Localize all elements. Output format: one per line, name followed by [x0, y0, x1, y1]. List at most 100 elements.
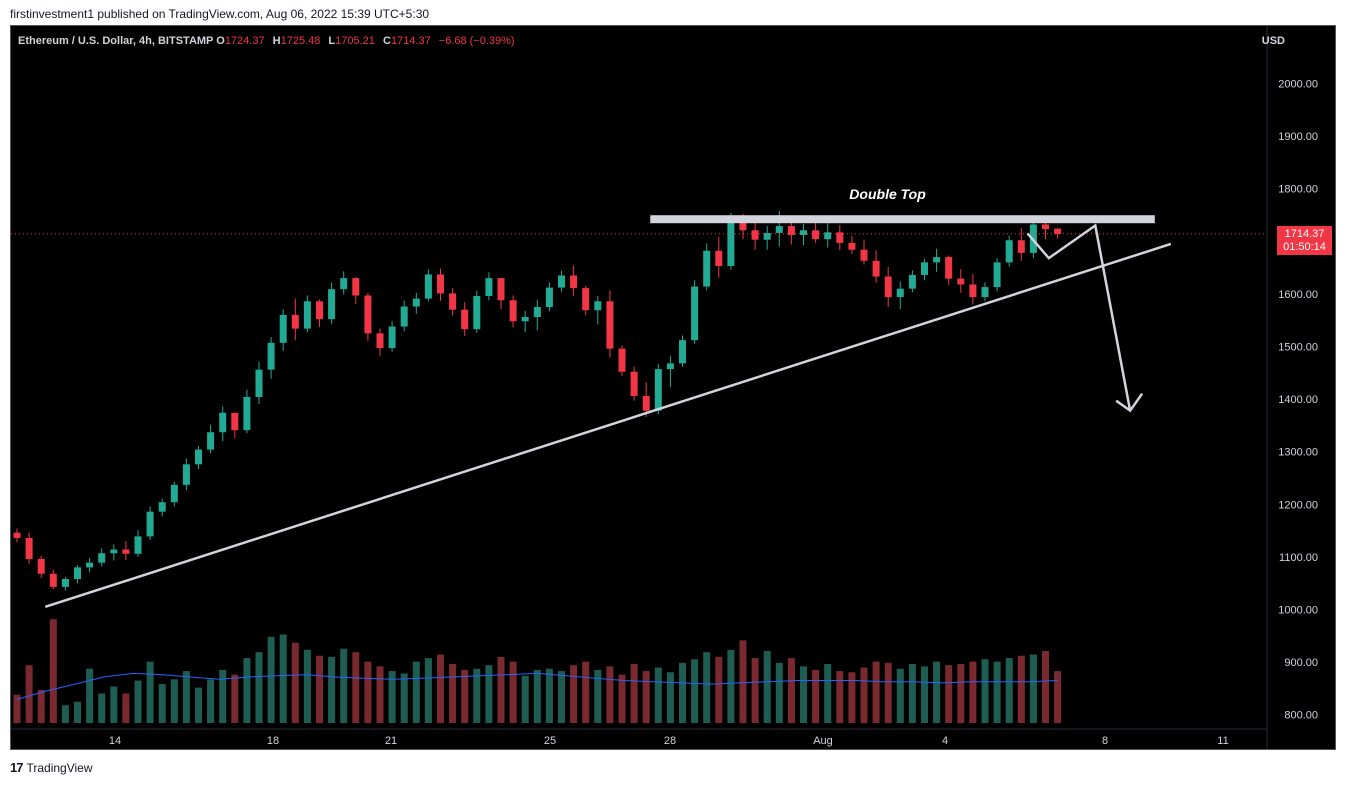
- volume-bar: [703, 652, 711, 723]
- volume-bar: [61, 705, 69, 723]
- candle-body: [1042, 224, 1049, 230]
- candle-body: [570, 275, 578, 289]
- volume-bar: [812, 669, 820, 723]
- volume-bar: [933, 661, 941, 723]
- candle-body: [400, 306, 408, 327]
- volume-bar: [74, 701, 81, 723]
- volume-bar: [255, 652, 263, 723]
- volume-bar: [921, 666, 928, 723]
- close-value: 1714.37: [390, 35, 431, 47]
- candle-body: [98, 553, 106, 563]
- volume-bar: [509, 661, 517, 723]
- volume-bar: [13, 694, 21, 723]
- volume-bar: [400, 673, 408, 723]
- projection-arrowhead: [1115, 392, 1144, 413]
- volume-bar: [1042, 651, 1049, 723]
- candle-body: [836, 232, 844, 243]
- chart-panel[interactable]: Double Top 2000.001900.001800.001700.001…: [10, 25, 1336, 750]
- volume-bar: [739, 640, 747, 723]
- candle-body: [13, 532, 21, 538]
- candle-body: [1005, 240, 1013, 263]
- candle-body: [715, 250, 723, 267]
- volume-bar: [763, 651, 771, 723]
- price-tick-label: 1300.00: [1278, 447, 1318, 459]
- volume-bar: [969, 661, 977, 723]
- time-tick-label: Aug: [813, 735, 833, 747]
- time-tick-label: 11: [1217, 735, 1228, 747]
- volume-bar: [1005, 658, 1013, 723]
- candle-body: [630, 371, 638, 396]
- low-value: 1705.21: [335, 35, 375, 47]
- candle-body: [545, 287, 553, 308]
- support-trendline: [44, 242, 1172, 609]
- candle-body: [243, 396, 251, 431]
- candle-body: [884, 276, 892, 298]
- volume-bar: [207, 679, 215, 723]
- volume-bar: [49, 619, 57, 723]
- time-tick-label: 14: [109, 735, 121, 747]
- bar-countdown: 01:50:14: [1283, 241, 1326, 253]
- volume-bar: [824, 664, 832, 723]
- volume-bar: [727, 649, 735, 723]
- candle-body: [921, 262, 928, 275]
- currency-label[interactable]: USD: [1261, 35, 1285, 47]
- volume-bar: [497, 656, 505, 723]
- volume-bar: [473, 668, 481, 723]
- volume-bar: [279, 634, 287, 723]
- candle-body: [679, 340, 686, 364]
- price-tick-label: 900.00: [1284, 657, 1318, 669]
- volume-bar: [594, 669, 602, 723]
- volume-bar: [679, 662, 686, 723]
- volume-bar: [158, 684, 166, 723]
- candle-body: [594, 301, 602, 311]
- volume-bar: [908, 664, 916, 723]
- volume-bar: [666, 672, 674, 723]
- volume-bar: [715, 656, 723, 723]
- volume-bar: [364, 661, 372, 723]
- candle-body: [328, 289, 336, 320]
- candle-body: [49, 573, 57, 587]
- candlestick-chart[interactable]: Double Top 2000.001900.001800.001700.001…: [11, 26, 1336, 750]
- tradingview-logo-text: TradingView: [26, 760, 93, 775]
- candle-body: [521, 317, 529, 322]
- double-top-label: Double Top: [849, 186, 926, 202]
- volume-bar: [570, 665, 578, 723]
- volume-bar: [848, 672, 856, 723]
- volume-bar: [219, 669, 227, 723]
- candle-body: [412, 298, 420, 307]
- volume-bar: [1029, 654, 1037, 723]
- volume-bar: [303, 649, 311, 723]
- volume-bar: [340, 648, 348, 723]
- candle-body: [666, 363, 674, 370]
- candle-body: [170, 484, 178, 503]
- symbol-name[interactable]: Ethereum / U.S. Dollar, 4h, BITSTAMP: [18, 35, 214, 47]
- volume-bar: [836, 671, 844, 723]
- candle-body: [146, 511, 154, 537]
- tradingview-logo[interactable]: 17 TradingView: [10, 760, 93, 775]
- volume-bar: [412, 661, 420, 723]
- volume-bar: [328, 656, 336, 723]
- candle-body: [86, 562, 94, 568]
- candle-body: [775, 226, 783, 233]
- candle-body: [558, 275, 565, 288]
- candle-body: [25, 537, 33, 560]
- candle-body: [352, 278, 360, 296]
- candle-body: [110, 549, 118, 554]
- volume-bar: [98, 693, 106, 723]
- candle-body: [908, 274, 916, 289]
- volume-bar: [316, 655, 323, 723]
- volume-bar: [993, 661, 1001, 723]
- volume-bar: [449, 664, 457, 723]
- volume-bar: [533, 669, 541, 723]
- candle-body: [800, 230, 807, 235]
- price-tick-label: 2000.00: [1278, 79, 1318, 91]
- close-label: C: [382, 35, 391, 47]
- price-tick-label: 1900.00: [1278, 131, 1318, 143]
- price-tick-label: 1200.00: [1278, 499, 1318, 511]
- volume-bar: [872, 661, 880, 723]
- candle-body: [388, 326, 396, 349]
- volume-bar: [182, 671, 190, 723]
- candle-body: [582, 288, 590, 311]
- volume-bar: [787, 658, 795, 723]
- open-value: 1724.37: [224, 35, 265, 47]
